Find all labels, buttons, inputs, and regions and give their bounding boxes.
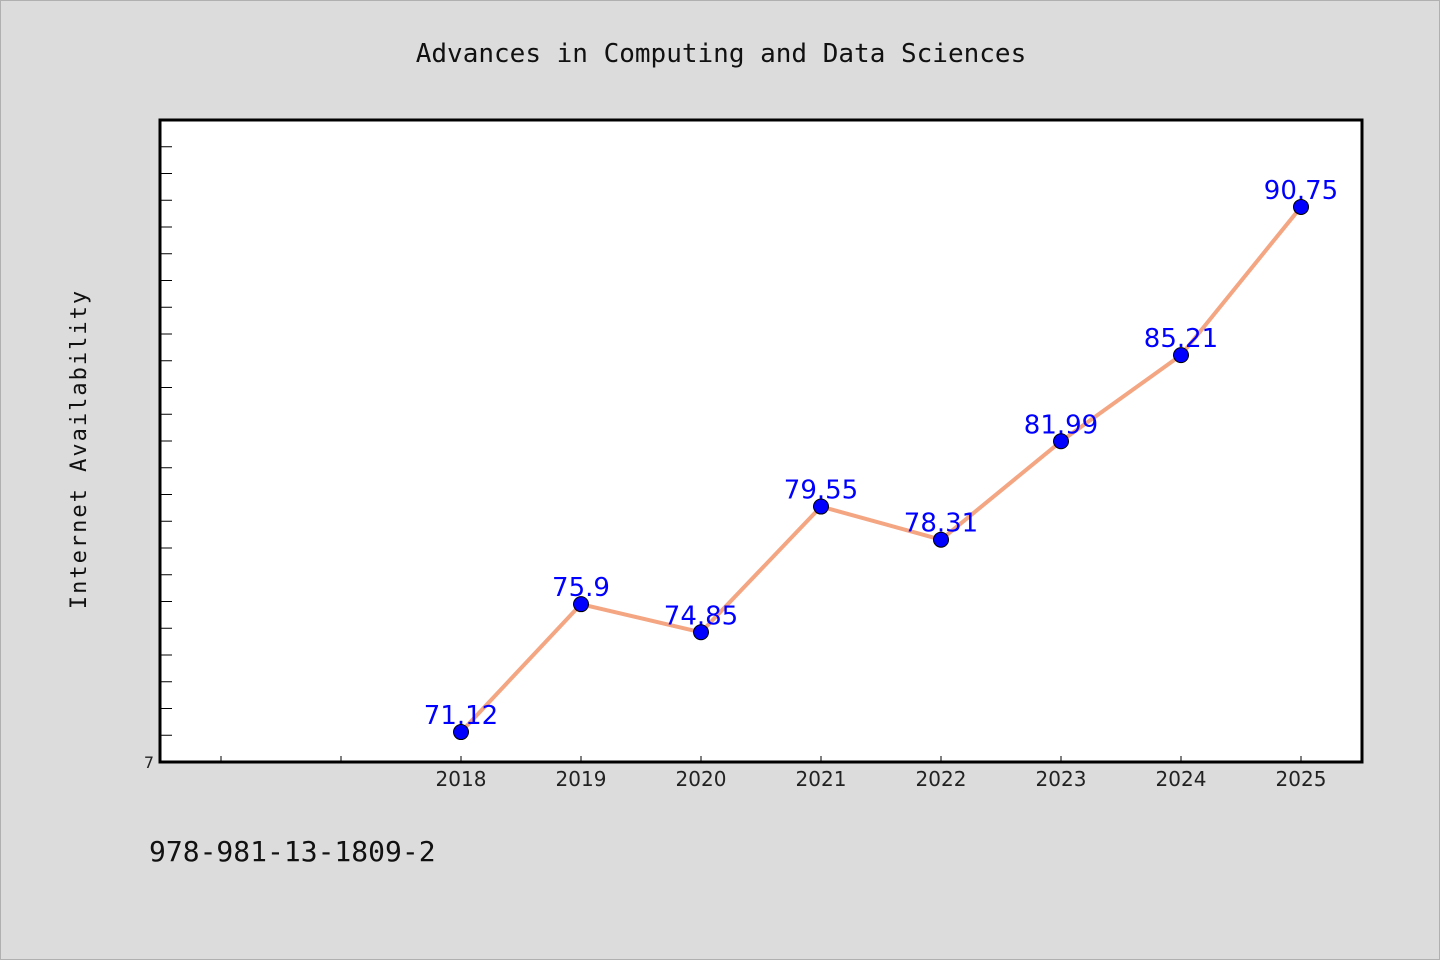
x-tick-label: 2020 bbox=[676, 767, 727, 791]
x-tick-label: 2024 bbox=[1156, 767, 1207, 791]
data-point-2025 bbox=[1293, 198, 1309, 215]
data-point-2021 bbox=[813, 498, 829, 515]
series-line-group bbox=[459, 205, 1303, 734]
data-point-2022 bbox=[933, 531, 949, 548]
data-label-2023: 81.99 bbox=[1024, 410, 1098, 440]
plot-area bbox=[158, 118, 1364, 764]
data-point-2019 bbox=[573, 596, 589, 613]
data-label-2022: 78.31 bbox=[904, 509, 978, 539]
y-axis-label: Internet Availability bbox=[67, 289, 92, 609]
data-label-2025: 90.75 bbox=[1264, 176, 1338, 206]
data-label-2019: 75.9 bbox=[552, 573, 610, 603]
data-point-2018 bbox=[453, 724, 469, 741]
x-tick-label: 2025 bbox=[1276, 767, 1327, 791]
series-line bbox=[459, 205, 1303, 734]
axis-ticks: 2018 2019 2020 2021 2022 2023 2024 2025 7 bbox=[144, 146, 1327, 791]
data-point-2023 bbox=[1053, 433, 1069, 450]
data-label-2024: 85.21 bbox=[1144, 324, 1218, 354]
x-tick-label: 2022 bbox=[916, 767, 967, 791]
y-tick-label: 7 bbox=[144, 753, 154, 772]
data-point-2024 bbox=[1173, 347, 1189, 364]
x-tick-label: 2018 bbox=[436, 767, 487, 791]
data-label-2020: 74.85 bbox=[664, 601, 738, 631]
data-point-2020 bbox=[693, 624, 709, 641]
x-tick-label: 2023 bbox=[1036, 767, 1087, 791]
data-label-2021: 79.55 bbox=[784, 476, 858, 506]
isbn-footer: 978-981-13-1809-2 bbox=[149, 835, 436, 868]
x-tick-label: 2019 bbox=[556, 767, 607, 791]
x-tick-label: 2021 bbox=[796, 767, 847, 791]
data-labels-group: 71.12 75.9 74.85 79.55 78.31 81.99 85.21 90.75 bbox=[424, 176, 1338, 731]
markers-group bbox=[453, 198, 1309, 741]
chart-title: Advances in Computing and Data Sciences bbox=[416, 39, 1026, 69]
data-label-2018: 71.12 bbox=[424, 701, 498, 731]
